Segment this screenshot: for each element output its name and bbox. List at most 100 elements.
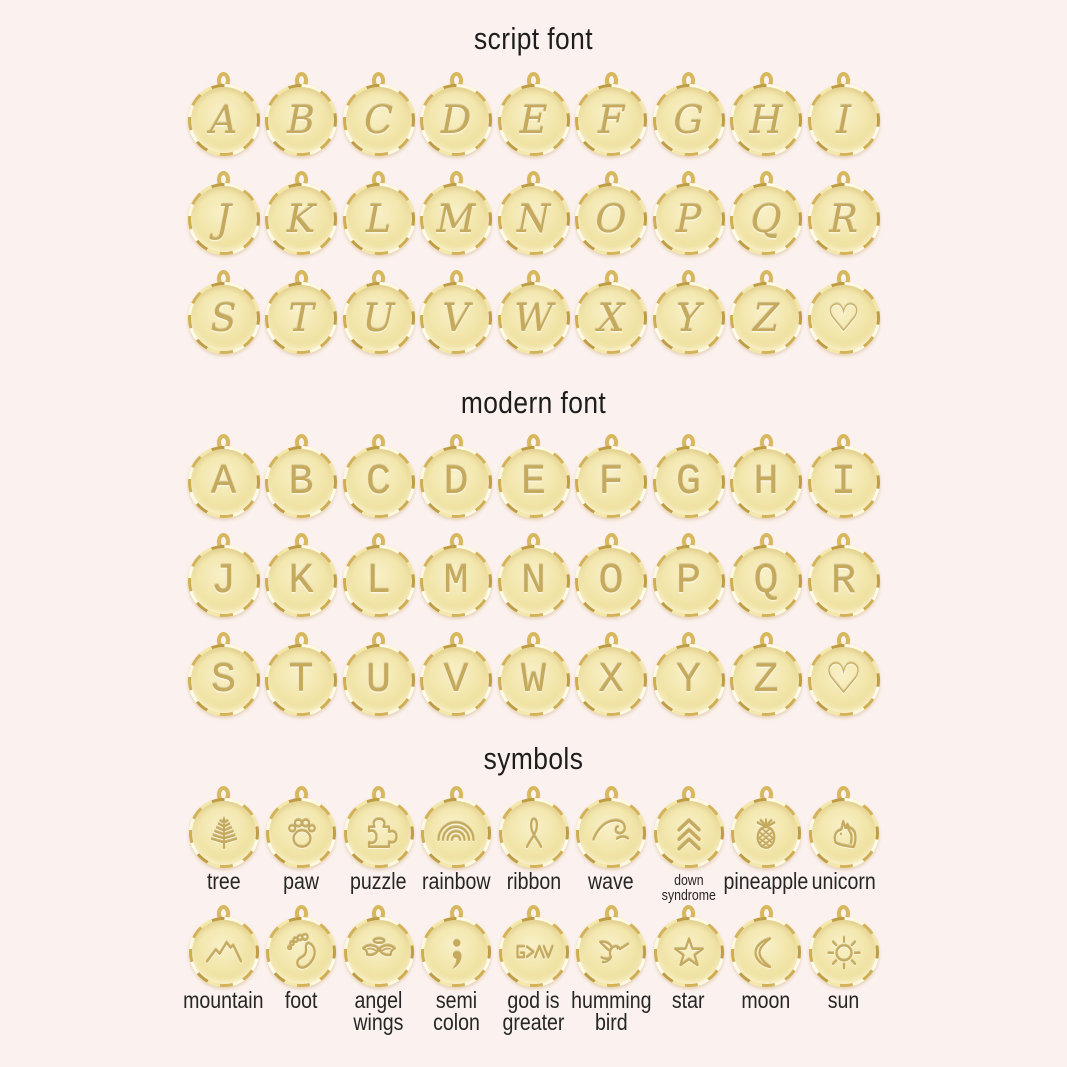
disc-face: F — [578, 449, 644, 516]
charm-pineapple: pineapple — [724, 786, 808, 903]
disc-face: W — [500, 285, 567, 352]
charm-script-heart: ♡ — [807, 270, 881, 355]
disc-face: K — [268, 186, 334, 253]
disc-face — [811, 920, 876, 985]
disc-face: B — [268, 87, 334, 154]
charm-modern-o: O — [574, 533, 648, 618]
label-semi-colon: semi colon — [432, 987, 480, 1036]
label-rainbow: rainbow — [421, 868, 491, 895]
charm-disc: X — [575, 282, 647, 355]
charm-modern-l: L — [342, 533, 416, 618]
section-symbols: symbols tree paw puzzle rainbow ribbon wave do… — [0, 742, 1067, 1034]
charm-disc — [498, 798, 569, 869]
charm-script-n: N — [497, 171, 571, 256]
charm-script-u: U — [342, 270, 416, 355]
label-ribbon: ribbon — [506, 868, 561, 895]
label-angel-wings: angel wings — [353, 987, 404, 1036]
disc-face — [734, 801, 798, 866]
heart-glyph: ♡ — [824, 658, 863, 707]
charm-modern-m: M — [419, 533, 493, 618]
engraved-letter-p: P — [675, 197, 702, 242]
disc-face — [656, 920, 721, 985]
charm-mountain: mountain — [183, 905, 264, 1034]
engraved-letter-t: T — [288, 296, 314, 341]
disc-face: A — [190, 87, 257, 154]
charm-disc: S — [187, 644, 260, 717]
disc-face: I — [810, 87, 877, 154]
disc-face: T — [268, 647, 334, 714]
disc-face: S — [190, 285, 257, 352]
disc-face — [501, 801, 566, 866]
label-mountain: mountain — [183, 987, 264, 1014]
disc-face: S — [190, 647, 257, 714]
engraved-letter-f: F — [598, 458, 624, 507]
charm-script-x: X — [574, 270, 648, 355]
charm-disc — [498, 917, 569, 988]
engraved-letter-j: J — [210, 557, 237, 606]
charm-disc: D — [420, 84, 492, 157]
charm-disc — [421, 798, 491, 869]
engraved-letter-l: L — [365, 557, 392, 606]
charm-modern-z: Z — [729, 632, 803, 717]
charm-script-s: S — [187, 270, 261, 355]
rainbow-icon — [437, 821, 475, 842]
disc-face: ♡ — [810, 285, 877, 352]
charm-row: S T U V W X Y Z ♡ — [187, 632, 881, 717]
disc-face: H — [733, 87, 799, 154]
engraved-letter-q: Q — [750, 197, 782, 242]
charm-script-a: A — [187, 72, 261, 157]
disc-face — [346, 801, 411, 866]
charm-disc: C — [342, 446, 415, 519]
engraved-letter-k: K — [288, 557, 314, 606]
label-star: star — [672, 987, 705, 1014]
charm-modern-s: S — [187, 632, 261, 717]
charm-script-v: V — [419, 270, 493, 355]
ribbon-icon — [525, 818, 542, 849]
engraved-letter-a: A — [210, 458, 237, 507]
charm-script-t: T — [264, 270, 338, 355]
engraved-letter-h: H — [749, 98, 783, 143]
disc-face: A — [190, 449, 257, 516]
label-tree: tree — [206, 868, 241, 895]
god-is-greater-icon — [515, 945, 554, 959]
charm-modern-w: W — [497, 632, 571, 717]
charm-modern-t: T — [264, 632, 338, 717]
charm-disc: A — [187, 446, 260, 519]
disc-face: T — [268, 285, 334, 352]
disc-face — [269, 801, 333, 866]
disc-face — [424, 801, 488, 866]
disc-face: M — [423, 548, 489, 615]
disc-face — [811, 801, 876, 866]
charm-disc — [653, 917, 724, 988]
engraved-letter-x: X — [597, 296, 625, 341]
charm-disc: F — [575, 84, 647, 157]
charm-disc: Q — [730, 183, 802, 256]
disc-face — [191, 801, 256, 866]
engraved-letter-v: V — [442, 296, 470, 341]
charm-script-m: M — [419, 171, 493, 256]
disc-face — [346, 920, 411, 985]
engraved-letter-u: U — [362, 296, 395, 341]
charm-rainbow: rainbow — [419, 786, 493, 903]
charm-script-b: B — [264, 72, 338, 157]
charm-disc — [808, 917, 879, 988]
disc-face: Y — [655, 647, 722, 714]
charm-modern-a: A — [187, 434, 261, 519]
engraved-letter-i: I — [830, 458, 857, 507]
charm-disc: E — [497, 446, 570, 519]
engraved-letter-h: H — [753, 458, 779, 507]
symbols-charm-grid: tree paw puzzle rainbow ribbon wave down syndro… — [183, 786, 881, 1036]
disc-face: U — [345, 647, 412, 714]
charm-disc: M — [420, 183, 492, 256]
charm-disc: P — [652, 545, 725, 618]
charm-disc: X — [575, 644, 647, 717]
engraved-letter-c: C — [363, 98, 394, 143]
charm-disc: W — [497, 282, 570, 355]
angel-wings-icon — [361, 937, 396, 957]
disc-face: N — [500, 548, 567, 615]
disc-face: Y — [655, 285, 722, 352]
disc-face: Q — [733, 548, 799, 615]
charm-script-o: O — [574, 171, 648, 256]
engraved-letter-p: P — [675, 557, 702, 606]
